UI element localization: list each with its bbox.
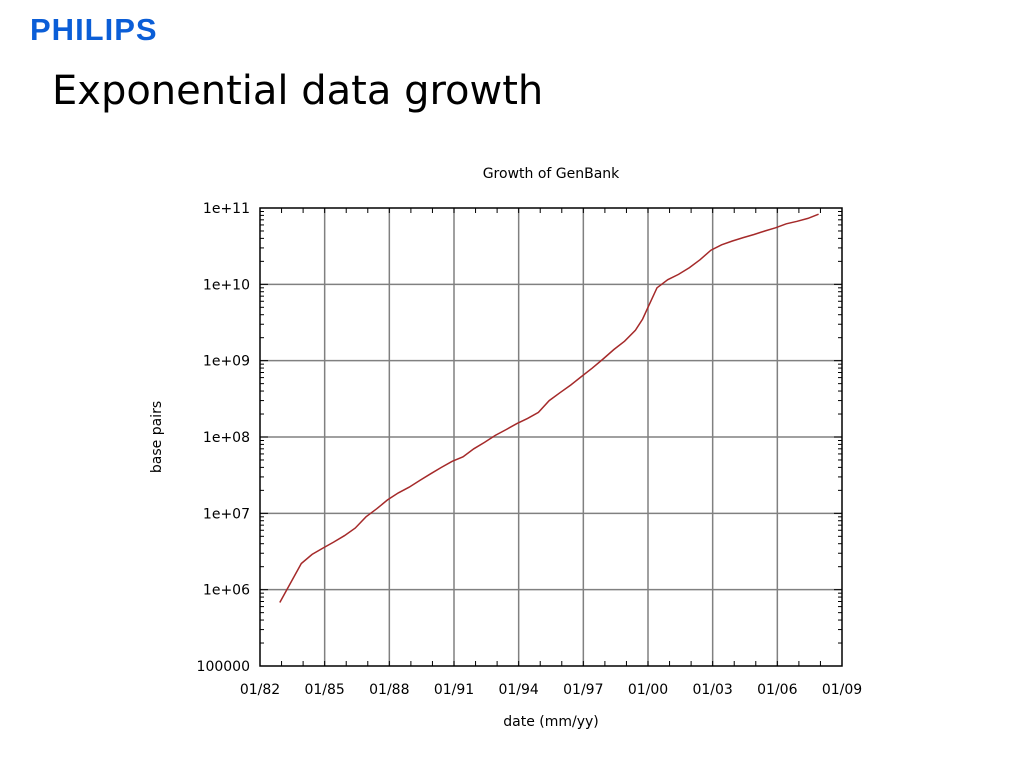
x-axis-label: date (mm/yy) <box>503 714 599 730</box>
philips-logo: PHILIPS <box>30 12 158 47</box>
series-line <box>279 213 819 603</box>
x-tick-label: 01/06 <box>757 682 797 698</box>
x-tick-label: 01/82 <box>240 682 280 698</box>
y-tick-label: 1e+10 <box>203 277 250 293</box>
y-tick-label: 1e+08 <box>203 430 250 446</box>
x-tick-label: 01/09 <box>822 682 862 698</box>
grid-layer <box>260 208 842 666</box>
y-tick-label: 1e+11 <box>203 201 250 217</box>
x-tick-label: 01/85 <box>304 682 344 698</box>
slide-title: Exponential data growth <box>52 68 544 114</box>
y-tick-label: 1e+06 <box>203 583 250 599</box>
chart-title: Growth of GenBank <box>483 166 620 182</box>
x-tick-label: 01/00 <box>628 682 668 698</box>
label-layer: 01/82 01/85 01/88 01/91 01/94 01/97 01/00 01/03… <box>197 201 863 698</box>
x-tick-label: 01/94 <box>498 682 538 698</box>
x-tick-label: 01/03 <box>692 682 732 698</box>
x-tick-label: 01/91 <box>434 682 474 698</box>
x-tick-label: 01/97 <box>563 682 603 698</box>
y-tick-label: 1e+07 <box>203 506 250 522</box>
plot-frame <box>259 207 843 667</box>
y-axis-label: base pairs <box>149 401 165 473</box>
y-tick-label: 100000 <box>197 659 250 675</box>
y-tick-label: 1e+09 <box>203 354 250 370</box>
x-tick-label: 01/88 <box>369 682 409 698</box>
